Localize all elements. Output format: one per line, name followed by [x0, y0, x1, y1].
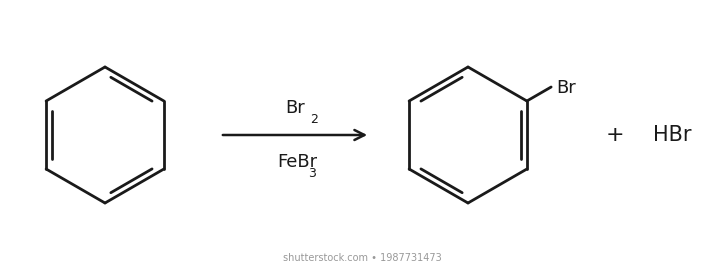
Text: Br: Br — [285, 99, 305, 117]
Text: shutterstock.com • 1987731473: shutterstock.com • 1987731473 — [282, 253, 442, 263]
Text: FeBr: FeBr — [277, 153, 317, 171]
Text: Br: Br — [556, 79, 576, 97]
Text: HBr: HBr — [653, 125, 691, 145]
Text: 3: 3 — [308, 167, 316, 180]
Text: +: + — [606, 125, 624, 145]
Text: 2: 2 — [310, 113, 318, 126]
